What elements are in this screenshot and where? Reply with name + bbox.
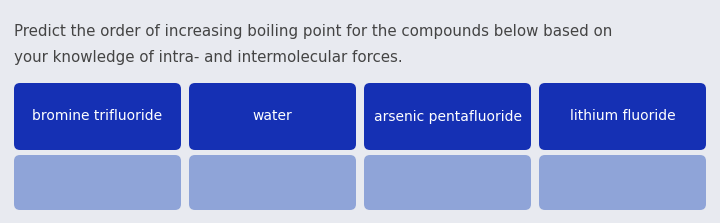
Text: bromine trifluoride: bromine trifluoride — [32, 109, 163, 124]
Text: lithium fluoride: lithium fluoride — [570, 109, 675, 124]
FancyBboxPatch shape — [14, 83, 181, 150]
Text: Predict the order of increasing boiling point for the compounds below based on: Predict the order of increasing boiling … — [14, 24, 613, 39]
Text: your knowledge of intra- and intermolecular forces.: your knowledge of intra- and intermolecu… — [14, 50, 402, 65]
FancyBboxPatch shape — [189, 155, 356, 210]
FancyBboxPatch shape — [189, 83, 356, 150]
FancyBboxPatch shape — [539, 155, 706, 210]
Text: arsenic pentafluoride: arsenic pentafluoride — [374, 109, 521, 124]
Text: water: water — [253, 109, 292, 124]
FancyBboxPatch shape — [364, 83, 531, 150]
FancyBboxPatch shape — [364, 155, 531, 210]
FancyBboxPatch shape — [539, 83, 706, 150]
FancyBboxPatch shape — [14, 155, 181, 210]
